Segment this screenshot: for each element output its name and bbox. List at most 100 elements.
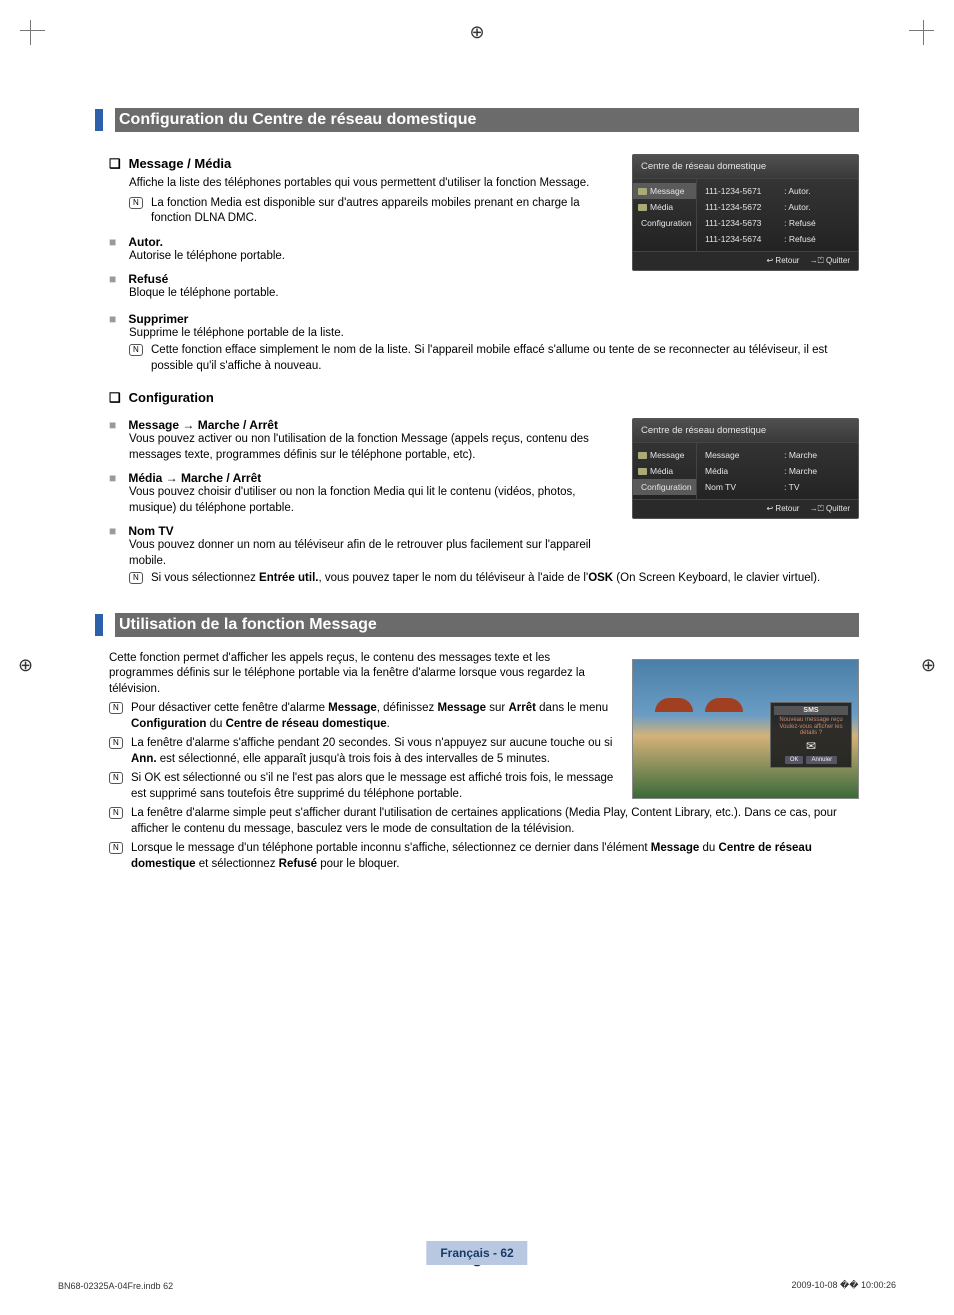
osd-return-hint: ↩ Retour (767, 504, 800, 513)
note-text: La fonction Media est disponible sur d'a… (151, 197, 580, 225)
note-icon: N (129, 572, 143, 584)
body-text: Affiche la liste des téléphones portable… (129, 176, 616, 192)
media-icon (638, 204, 647, 211)
osd-list: Message: Marche Média: Marche Nom TV: TV (697, 443, 858, 499)
envelope-icon (638, 188, 647, 195)
dialog-line: Nouveau message reçu (774, 717, 848, 723)
item-title: Supprimer (128, 312, 188, 326)
usage-intro: Cette fonction permet d'afficher les app… (109, 651, 616, 698)
crop-mark (923, 20, 924, 45)
osd-footer: ↩ Retour →⏍ Quitter (633, 251, 858, 270)
accent-bar (95, 109, 103, 131)
osd-row: Nom TV: TV (697, 479, 858, 495)
osd-nav-item: Configuration (633, 215, 696, 231)
doc-footer-filename: BN68-02325A-04Fre.indb 62 (58, 1281, 173, 1291)
section-title: Configuration du Centre de réseau domest… (115, 108, 859, 132)
envelope-icon: ✉ (774, 739, 848, 753)
item-body: Autorise le téléphone portable. (129, 249, 616, 265)
item-nom-tv: ■ Nom TV (109, 524, 616, 538)
doc-footer-timestamp: 2009-10-08 �� 10:00:26 (791, 1280, 896, 1291)
item-body: Bloque le téléphone portable. (129, 286, 616, 302)
dialog-cancel-button: Annuler (806, 756, 837, 764)
item-title: Autor. (128, 235, 163, 249)
tv-screenshot: SMS Nouveau message reçu Voulez-vous aff… (632, 659, 859, 799)
item-media-onoff: ■ Média → Marche / Arrêt (109, 471, 616, 485)
osd-nav: Message Média Configuration (633, 179, 697, 251)
square-bullet-icon: ■ (109, 524, 125, 538)
page-number-label: Français - 62 (426, 1241, 527, 1265)
note-line: N Cette fonction efface simplement le no… (129, 343, 859, 374)
item-supprimer: ■ Supprimer (109, 312, 859, 326)
note-line: N Si vous sélectionnez Entrée util., vou… (129, 571, 859, 587)
accent-bar (95, 614, 103, 636)
osd-row: 111-1234-5671: Autor. (697, 183, 858, 199)
page-content: Configuration du Centre de réseau domest… (95, 90, 859, 1245)
tv-scene-element (705, 698, 743, 712)
media-icon (638, 468, 647, 475)
osd-title: Centre de réseau domestique (633, 419, 858, 443)
osd-nav-item: Média (633, 463, 696, 479)
osd-list: 111-1234-5671: Autor. 111-1234-5672: Aut… (697, 179, 858, 251)
item-title: Média → Marche / Arrêt (128, 471, 261, 485)
note-line: NLa fenêtre d'alarme simple peut s'affic… (109, 806, 859, 837)
item-body: Supprime le téléphone portable de la lis… (129, 326, 859, 342)
osd-row: Média: Marche (697, 463, 858, 479)
note-icon: N (109, 737, 123, 749)
note-icon: N (109, 702, 123, 714)
envelope-icon (638, 452, 647, 459)
osd-exit-hint: →⏍ Quitter (810, 504, 850, 513)
item-body: Vous pouvez activer ou non l'utilisation… (129, 432, 616, 463)
dialog-header: SMS (774, 706, 848, 715)
square-bullet-icon: ❑ (109, 390, 125, 406)
osd-screenshot-config: Centre de réseau domestique Message Médi… (632, 418, 859, 519)
registration-mark-icon: ⊕ (921, 655, 936, 676)
osd-title: Centre de réseau domestique (633, 155, 858, 179)
note-text: Si vous sélectionnez Entrée util., vous … (151, 572, 820, 584)
note-icon: N (109, 772, 123, 784)
item-refuse: ■ Refusé (109, 272, 616, 286)
square-bullet-icon: ■ (109, 272, 125, 286)
osd-nav-item: Configuration (633, 479, 696, 495)
osd-nav: Message Média Configuration (633, 443, 697, 499)
note-line: N Si OK est sélectionné ou s'il ne l'est … (109, 771, 616, 802)
subheading-configuration: ❑ Configuration (109, 390, 859, 406)
square-bullet-icon: ■ (109, 471, 125, 485)
dialog-ok-button: OK (785, 756, 804, 764)
osd-nav-item: Média (633, 199, 696, 215)
dialog-line: Voulez-vous afficher les détails ? (774, 724, 848, 736)
note-text: Pour désactiver cette fenêtre d'alarme M… (131, 702, 608, 730)
osd-row: 111-1234-5674: Refusé (697, 231, 858, 247)
osd-nav-item: Message (633, 183, 696, 199)
note-icon: N (129, 197, 143, 209)
note-text: La fenêtre d'alarme s'affiche pendant 20… (131, 737, 612, 765)
osd-footer: ↩ Retour →⏍ Quitter (633, 499, 858, 518)
note-line: N Pour désactiver cette fenêtre d'alarme … (109, 701, 616, 732)
note-text: Cette fonction efface simplement le nom … (151, 344, 827, 372)
tv-sms-dialog: SMS Nouveau message reçu Voulez-vous aff… (770, 702, 852, 768)
registration-mark-icon: ⊕ (469, 22, 484, 43)
osd-exit-hint: →⏍ Quitter (810, 256, 850, 265)
subheading-label: Message / Média (129, 156, 232, 171)
note-icon: N (109, 842, 123, 854)
section-heading-config: Configuration du Centre de réseau domest… (95, 108, 859, 132)
note-text: Si OK est sélectionné ou s'il ne l'est p… (131, 772, 613, 800)
subheading-label: Configuration (129, 390, 214, 405)
square-bullet-icon: ■ (109, 418, 125, 432)
osd-row: Message: Marche (697, 447, 858, 463)
item-autor: ■ Autor. (109, 235, 616, 249)
square-bullet-icon: ■ (109, 312, 125, 326)
osd-nav-item: Message (633, 447, 696, 463)
item-title: Nom TV (128, 524, 173, 538)
note-icon: N (109, 807, 123, 819)
subheading-message-media: ❑ Message / Média (109, 156, 616, 172)
section-title: Utilisation de la fonction Message (115, 613, 859, 637)
square-bullet-icon: ❑ (109, 156, 125, 172)
item-body: Vous pouvez choisir d'utiliser ou non la… (129, 485, 616, 516)
note-icon: N (129, 344, 143, 356)
square-bullet-icon: ■ (109, 235, 125, 249)
item-title: Message → Marche / Arrêt (128, 418, 278, 432)
note-line: N La fonction Media est disponible sur d… (129, 196, 616, 227)
osd-screenshot-message-list: Centre de réseau domestique Message Médi… (632, 154, 859, 271)
note-line: NLorsque le message d'un téléphone porta… (109, 841, 859, 872)
registration-mark-icon: ⊕ (18, 655, 33, 676)
